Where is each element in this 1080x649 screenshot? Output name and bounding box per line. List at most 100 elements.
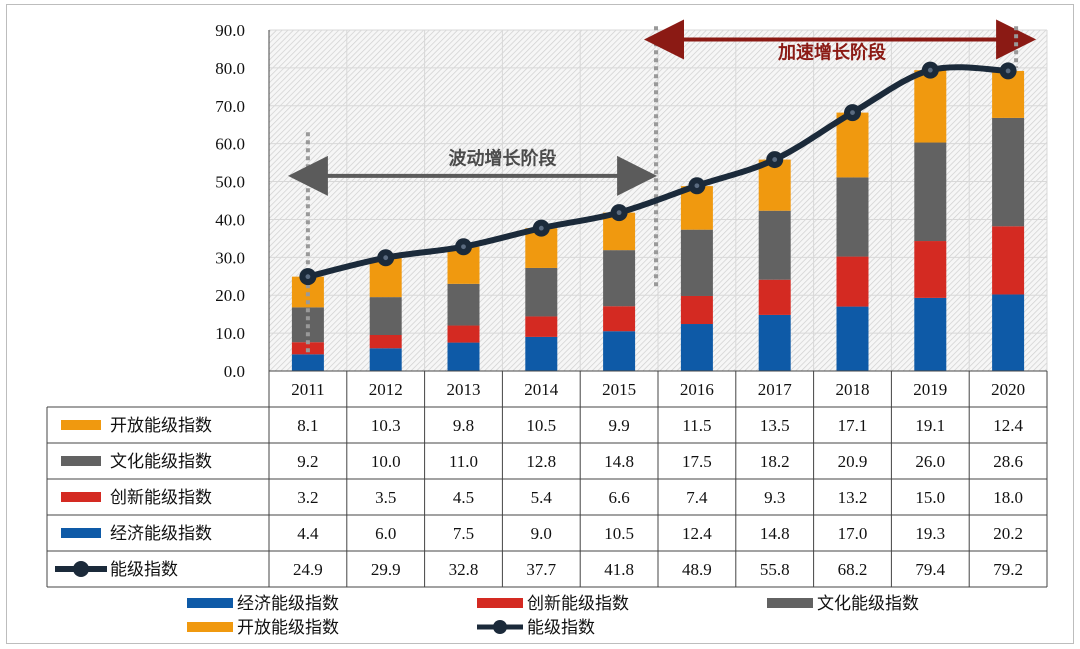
total-point-center [383, 255, 389, 261]
row-label: 创新能级指数 [110, 488, 212, 508]
table-cell: 24.9 [293, 560, 323, 579]
phase-label: 波动增长阶段 [449, 148, 558, 170]
row-key-swatch [61, 528, 101, 538]
table-cell: 5.4 [531, 488, 553, 507]
y-tick-label: 90.0 [215, 21, 245, 40]
total-point-center [461, 244, 466, 250]
x-tick-label: 2019 [913, 380, 947, 399]
legend-key-swatch [187, 598, 233, 608]
bar-segment [914, 297, 947, 371]
bar-segment [758, 314, 791, 371]
energy-level-chart: 0.0 10.0 20.0 30.0 40.0 50.0 60.0 70.0 80.0 90.0 波… [46, 19, 1048, 638]
table-cell: 14.8 [760, 524, 790, 543]
table-cell: 13.2 [838, 488, 868, 507]
x-tick-label: 2011 [291, 380, 324, 399]
y-tick-label: 20.0 [215, 286, 245, 305]
table-cell: 18.2 [760, 452, 790, 471]
y-tick-label: 70.0 [215, 97, 245, 116]
legend-label: 开放能级指数 [237, 618, 339, 638]
row-key-swatch [61, 456, 101, 466]
bar-segment [603, 331, 636, 371]
bar-segment [992, 294, 1025, 371]
x-tick-label: 2016 [680, 380, 714, 399]
table-cell: 4.5 [453, 488, 474, 507]
table-cell: 15.0 [915, 488, 945, 507]
row-key-swatch [61, 420, 101, 430]
x-tick-label: 2017 [758, 380, 793, 399]
table-cell: 12.4 [682, 524, 712, 543]
total-point-center [850, 110, 855, 115]
table-cell: 13.5 [760, 416, 790, 435]
table-cell: 18.0 [993, 488, 1023, 507]
table-cell: 10.3 [371, 416, 401, 435]
bar-segment [447, 342, 480, 371]
bar-segment [369, 297, 402, 336]
table-cell: 6.0 [375, 524, 396, 543]
bar-segment [603, 250, 636, 307]
phase-label: 加速增长阶段 [777, 41, 887, 63]
bar-segment [992, 226, 1025, 295]
bar-segment [680, 324, 713, 371]
table-cell: 32.8 [449, 560, 479, 579]
x-tick-label: 2018 [836, 380, 870, 399]
bar-segment [291, 342, 324, 355]
table-cell: 12.4 [993, 416, 1023, 435]
total-point-center [616, 210, 622, 216]
table-cell: 12.8 [526, 452, 556, 471]
bar-segment [369, 335, 402, 349]
y-tick-label: 0.0 [224, 362, 245, 381]
table-cell: 20.9 [838, 452, 868, 471]
bar-segment [525, 336, 558, 371]
row-key-swatch [61, 492, 101, 502]
bar-segment [758, 210, 791, 280]
table-cell: 8.1 [297, 416, 318, 435]
bar-segment [680, 295, 713, 325]
table-cell: 6.6 [608, 488, 629, 507]
table-cell: 4.4 [297, 524, 319, 543]
table-cell: 7.4 [686, 488, 708, 507]
y-tick-label: 40.0 [215, 210, 245, 229]
table-cell: 17.0 [838, 524, 868, 543]
bar-segment [525, 267, 558, 317]
table-cell: 79.2 [993, 560, 1023, 579]
table-cell: 11.5 [682, 416, 711, 435]
bar-segment [836, 112, 869, 178]
bar-segment [758, 159, 791, 211]
table-cell: 3.2 [297, 488, 318, 507]
x-tick-label: 2015 [602, 380, 636, 399]
bar-segment [291, 354, 324, 371]
table-cell: 26.0 [915, 452, 945, 471]
legend-label: 能级指数 [527, 618, 595, 638]
table-cell: 10.5 [526, 416, 556, 435]
table-cell: 7.5 [453, 524, 474, 543]
total-point-center [538, 225, 544, 231]
table-cell: 37.7 [526, 560, 556, 579]
bar-segment [680, 229, 713, 296]
y-tick-label: 60.0 [215, 135, 245, 154]
table-cell: 68.2 [838, 560, 868, 579]
table-cell: 17.1 [838, 416, 868, 435]
bar-segment [914, 70, 947, 143]
table-cell: 9.3 [764, 488, 785, 507]
bar-segment [836, 177, 869, 257]
table-cell: 10.5 [604, 524, 634, 543]
bar-segment [914, 142, 947, 242]
bar-segment [369, 348, 402, 371]
table-cell: 19.3 [915, 524, 945, 543]
x-tick-label: 2020 [991, 380, 1025, 399]
table-cell: 55.8 [760, 560, 790, 579]
legend-key-swatch [767, 598, 813, 608]
table-cell: 79.4 [915, 560, 945, 579]
row-label: 能级指数 [110, 560, 178, 580]
row-key-point [73, 561, 89, 577]
bar-segment [603, 306, 636, 332]
total-line [307, 64, 1009, 280]
bar-segment [836, 306, 869, 371]
y-tick-label: 50.0 [215, 173, 245, 192]
table-cell: 28.6 [993, 452, 1023, 471]
table-cell: 11.0 [449, 452, 478, 471]
table-cell: 10.0 [371, 452, 401, 471]
y-tick-label: 10.0 [215, 324, 245, 343]
legend-key-swatch [477, 598, 523, 608]
table-cell: 19.1 [915, 416, 945, 435]
